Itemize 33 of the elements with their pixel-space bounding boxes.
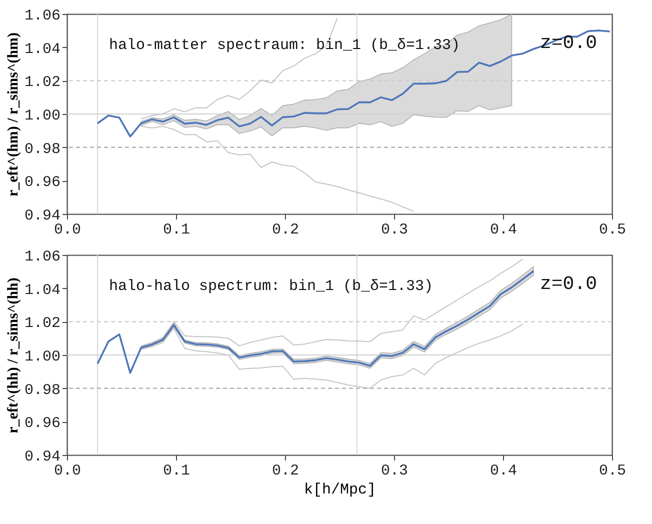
- x-tick-label: 0.3: [380, 462, 408, 480]
- annotation: halo-halo spectrum: bin_1 (b_δ=1.33): [109, 278, 434, 295]
- x-tick-label: 0.1: [162, 462, 190, 480]
- annotation: halo-matter spectraum: bin_1 (b_δ=1.33): [109, 37, 460, 54]
- y-tick-label: 0.98: [24, 140, 60, 158]
- annotation: z=0.0: [540, 32, 597, 54]
- x-tick-label: 0.4: [490, 222, 518, 238]
- y-tick-label: 0.94: [24, 448, 60, 466]
- y-tick-label: 1.06: [24, 248, 60, 266]
- x-tick-label: 0.0: [54, 462, 82, 480]
- y-axis-title: r_eft^(hh) / r_sims^(hh): [5, 278, 22, 434]
- y-tick-label: 1.06: [24, 8, 60, 24]
- x-tick-label: 0.2: [272, 222, 300, 238]
- y-tick-label: 0.96: [24, 415, 60, 432]
- y-tick-label: 1.00: [24, 108, 60, 124]
- x-tick-label: 0.3: [380, 222, 408, 238]
- x-axis-title: k[h/Mpc]: [304, 482, 376, 498]
- y-tick-label: 1.04: [24, 282, 60, 299]
- x-tick-label: 0.4: [490, 462, 518, 480]
- x-tick-label: 0.5: [598, 222, 626, 238]
- y-tick-label: 0.96: [24, 174, 60, 192]
- y-tick-label: 1.04: [24, 40, 60, 58]
- y-tick-label: 0.94: [24, 208, 60, 224]
- y-tick-label: 1.00: [24, 348, 60, 366]
- y-tick-label: 1.02: [24, 315, 60, 332]
- x-tick-label: 0.2: [272, 462, 300, 480]
- y-tick-label: 1.02: [24, 74, 60, 92]
- y-tick-label: 0.98: [24, 382, 60, 399]
- annotation: z=0.0: [540, 273, 597, 295]
- y-axis-title: r_eft^(hm) / r_sims^(hm): [5, 32, 22, 197]
- x-tick-label: 0.1: [162, 222, 190, 238]
- x-tick-label: 0.0: [54, 222, 82, 238]
- x-tick-label: 0.5: [598, 462, 626, 480]
